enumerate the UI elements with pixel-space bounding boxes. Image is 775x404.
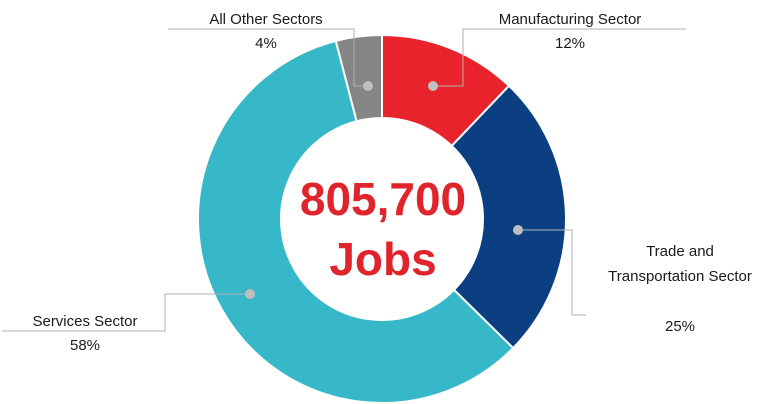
- leader-marker: [513, 225, 523, 235]
- slice-category-label: Manufacturing Sector: [499, 11, 642, 28]
- slice-percent-label: 25%: [665, 318, 695, 335]
- slice-category-label: Services Sector: [32, 313, 137, 330]
- leader-lines-group: [2, 28, 686, 332]
- labels-group: Manufacturing Sector 12% Trade and Transpor…: [32, 11, 751, 354]
- leader-line: [433, 28, 686, 87]
- slice-percent-label: 4%: [255, 35, 277, 52]
- slice-percent-label: 58%: [70, 337, 100, 354]
- leader-marker: [245, 289, 255, 299]
- center-total-value: 805,700: [300, 173, 466, 225]
- donut-slice-all-other-sectors: [334, 33, 383, 123]
- center-total-unit: Jobs: [329, 233, 436, 285]
- leader-marker: [363, 81, 373, 91]
- leader-marker: [428, 81, 438, 91]
- donut-slice-trade-and-transportation-sector: [450, 84, 567, 350]
- slice-category-label: Transportation Sector: [608, 268, 752, 285]
- leader-line: [168, 28, 368, 87]
- slice-category-label: Trade and: [646, 243, 714, 260]
- slice-category-label: All Other Sectors: [209, 11, 322, 28]
- slices-group: [197, 33, 567, 404]
- donut-slice-services-sector: [197, 39, 515, 404]
- leader-line: [518, 229, 586, 316]
- slice-percent-label: 12%: [555, 35, 585, 52]
- leader-line: [2, 293, 250, 332]
